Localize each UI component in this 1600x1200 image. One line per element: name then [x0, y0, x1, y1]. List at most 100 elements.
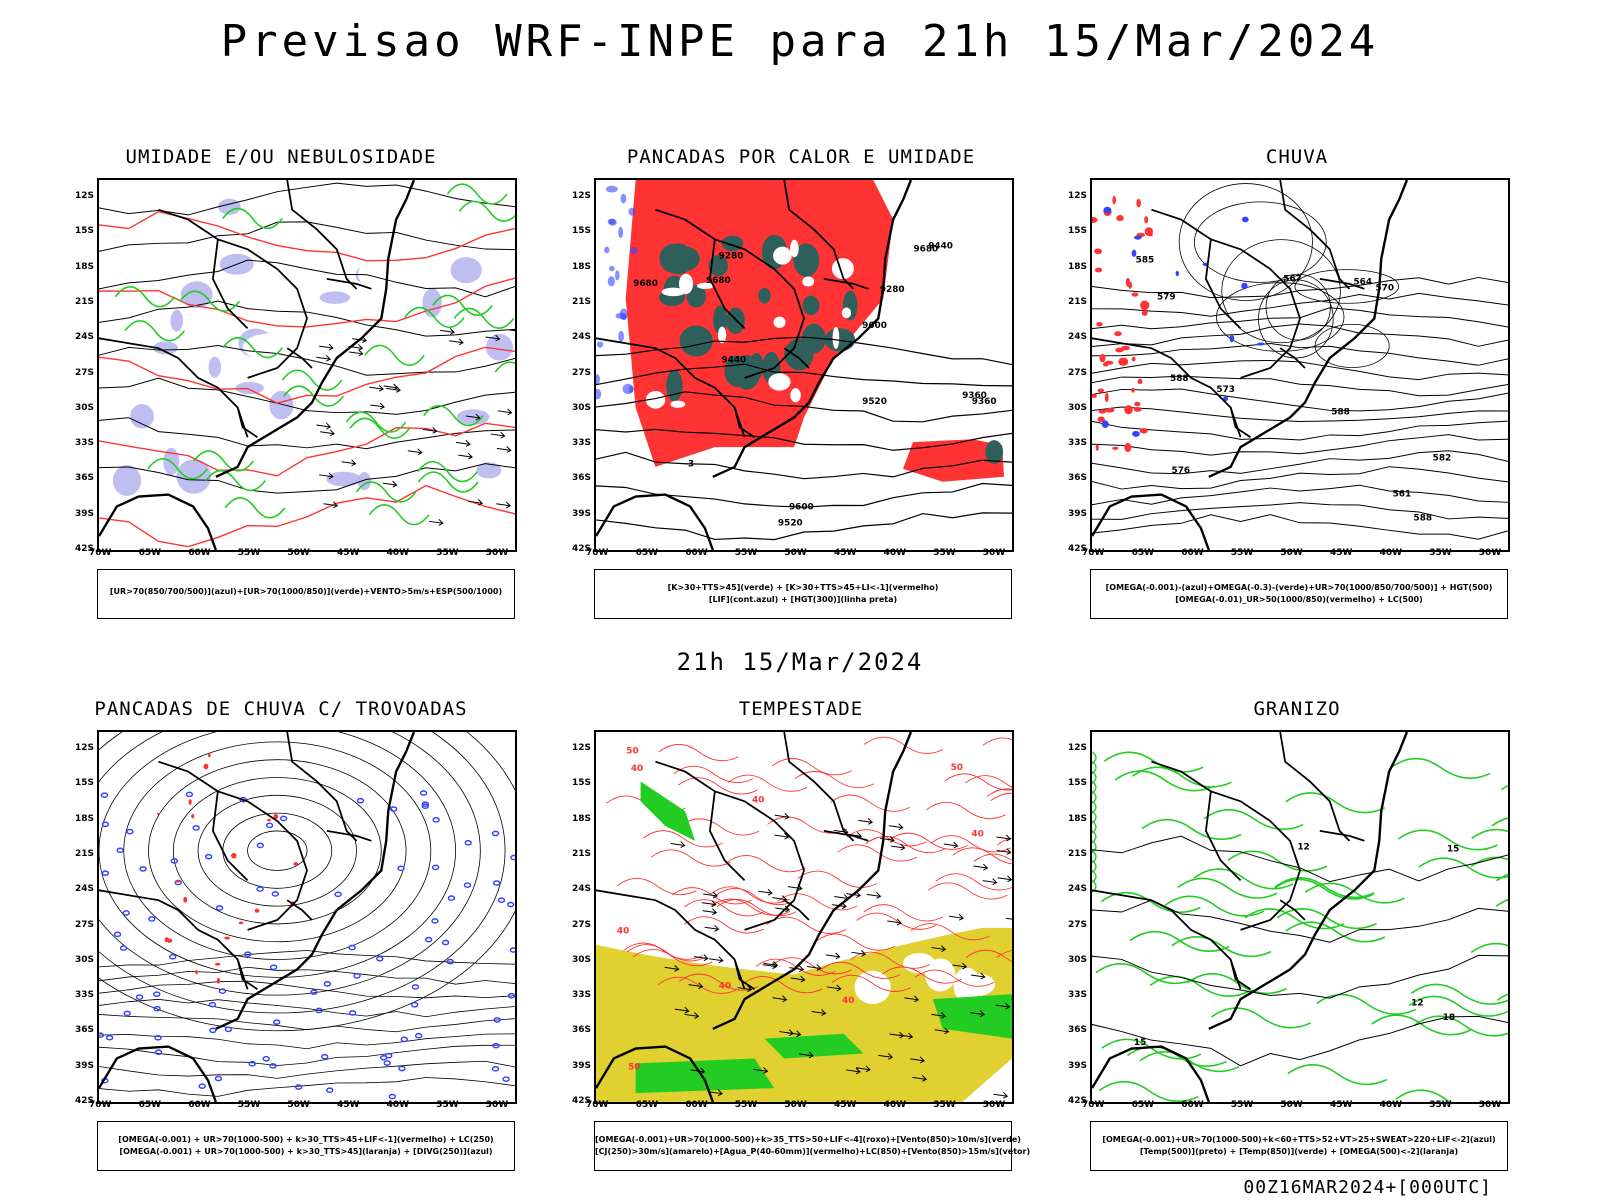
contour-label: 9360 [962, 391, 987, 401]
lon-tick-label: 65W [1131, 548, 1155, 558]
page-title: Previsao WRF-INPE para 21h 15/Mar/2024 [220, 16, 1380, 67]
panel-title-granizo: GRANIZO [1253, 698, 1341, 720]
contour-label: 582 [1433, 454, 1452, 464]
lon-tick-label: 30W [1478, 548, 1502, 558]
lat-tick-label: 39S [572, 508, 592, 519]
contour-label: 12 [1297, 842, 1309, 852]
lon-tick-label: 60W [1181, 1100, 1204, 1110]
lat-tick-label: 39S [572, 1060, 592, 1071]
lat-tick-label: 21S [572, 296, 592, 307]
lat-tick-label: 21S [75, 296, 95, 307]
lon-tick-label: 70W [1082, 548, 1105, 558]
lat-tick-label: 15S [75, 226, 95, 237]
lat-tick-label: 12S [572, 743, 592, 753]
lon-tick-label: 35W [1429, 1100, 1452, 1110]
legend-line: [OMEGA(-0.001)+UR>70(1000-500)+k>35_TTS>… [595, 1135, 1021, 1144]
lon-tick-label: 45W [1330, 548, 1353, 558]
lat-tick-label: 15S [75, 778, 95, 789]
map-chuva: 588 588 588 585 582 579 576 573 570 567 564 561 [1090, 178, 1510, 552]
lat-tick-label: 42S [572, 544, 592, 554]
lon-tick-label: 30W [485, 1100, 509, 1110]
contour-label: 18 [1443, 1013, 1455, 1023]
lon-tick-label: 65W [1131, 1100, 1155, 1110]
lon-tick-label: 35W [436, 1100, 459, 1110]
lat-tick-label: 24S [75, 884, 95, 895]
lat-tick-label: 24S [572, 884, 592, 895]
lon-tick-label: 70W [89, 548, 112, 558]
lon-tick-label: 70W [1082, 1100, 1105, 1110]
lat-tick-label: 39S [1068, 1060, 1088, 1071]
lon-tick-label: 60W [685, 1100, 708, 1110]
lon-tick-label: 30W [485, 548, 509, 558]
legend-umidade: [UR>70(850/700/500)](azul)+[UR>70(1000/8… [97, 569, 515, 619]
lat-tick-label: 15S [572, 226, 592, 237]
lon-tick-label: 40W [883, 548, 907, 558]
lon-tick-label: 55W [1230, 1100, 1254, 1110]
legend-line: [CJ(250)>30m/s](amarelo)+[Agua_P(40-60mm… [595, 1147, 1031, 1156]
panel-title-tempestade: TEMPESTADE [738, 698, 864, 720]
lat-tick-label: 30S [572, 402, 592, 413]
lat-tick-label: 15S [1068, 778, 1088, 789]
lon-tick-label: 50W [784, 1100, 807, 1110]
lon-tick-label: 60W [188, 548, 211, 558]
lat-tick-label: 21S [75, 848, 95, 859]
lat-tick-label: 39S [75, 1060, 95, 1071]
lon-tick-label: 55W [237, 548, 261, 558]
lat-tick-label: 33S [1068, 990, 1088, 1001]
legend-tempestade: [OMEGA(-0.001)+UR>70(1000-500)+k>35_TTS>… [594, 1121, 1031, 1171]
panel-title-chuva: CHUVA [1265, 146, 1329, 168]
contour-label: 9600 [862, 321, 887, 331]
lat-tick-label: 12S [1068, 191, 1088, 201]
contour-label: 9280 [880, 285, 905, 295]
lat-tick-label: 42S [572, 1096, 592, 1106]
lat-tick-label: 27S [1068, 367, 1088, 378]
lat-tick-label: 24S [572, 332, 592, 343]
lat-tick-label: 36S [1068, 473, 1088, 484]
contour-label: 564 [1353, 277, 1372, 287]
contour-label: 40 [842, 996, 854, 1006]
contour-label: 50 [951, 763, 963, 773]
lat-tick-label: 12S [75, 743, 95, 753]
lon-tick-label: 55W [734, 1100, 758, 1110]
lon-tick-label: 35W [1429, 548, 1452, 558]
lat-tick-label: 12S [1068, 743, 1088, 753]
lat-tick-label: 24S [1068, 884, 1088, 895]
lon-tick-label: 40W [386, 548, 410, 558]
lat-tick-label: 21S [1068, 848, 1088, 859]
lat-tick-label: 30S [1068, 954, 1088, 965]
contour-label: 9520 [862, 397, 887, 407]
contour-label: 576 [1172, 466, 1191, 476]
contour-label: 9680 [706, 276, 731, 286]
lat-tick-label: 42S [75, 544, 95, 554]
lon-tick-label: 65W [138, 548, 162, 558]
legend-trovoadas: [OMEGA(-0.001) + UR>70(1000-500) + k>30_… [97, 1121, 515, 1171]
contour-label: 9680 [913, 245, 938, 255]
lon-tick-label: 45W [1330, 1100, 1353, 1110]
legend-line: [OMEGA(-0.001)+UR>70(1000-500)+k<60+TTS>… [1102, 1135, 1496, 1144]
lat-tick-label: 36S [572, 1025, 592, 1036]
lat-tick-label: 33S [75, 990, 95, 1001]
map-granizo: 12 15 18 12 15 [1090, 730, 1510, 1104]
lon-tick-label: 45W [337, 548, 360, 558]
lon-tick-label: 65W [138, 1100, 162, 1110]
panel-title-pancadas: PANCADAS POR CALOR E UMIDADE [626, 146, 976, 168]
contour-label: 567 [1283, 275, 1302, 285]
lat-tick-label: 30S [75, 402, 95, 413]
lat-tick-label: 33S [572, 438, 592, 449]
lat-tick-label: 36S [1068, 1025, 1088, 1036]
lon-tick-label: 50W [1280, 1100, 1303, 1110]
lat-tick-label: 42S [75, 1096, 95, 1106]
lon-tick-label: 45W [834, 548, 857, 558]
lat-tick-label: 42S [1068, 1096, 1088, 1106]
lon-tick-label: 55W [237, 1100, 261, 1110]
lon-tick-label: 50W [287, 548, 310, 558]
legend-line: [OMEGA(-0.01)_UR>50(1000/850)(vermelho) … [1175, 595, 1423, 604]
contour-label: 50 [628, 1062, 640, 1072]
contour-label: 40 [617, 926, 629, 936]
lat-tick-label: 15S [1068, 226, 1088, 237]
contour-label: 15 [1447, 845, 1459, 855]
contour-label: 9440 [721, 356, 746, 366]
lat-tick-label: 33S [75, 438, 95, 449]
legend-granizo: [OMEGA(-0.001)+UR>70(1000-500)+k<60+TTS>… [1090, 1121, 1508, 1171]
lon-tick-label: 55W [1230, 548, 1254, 558]
